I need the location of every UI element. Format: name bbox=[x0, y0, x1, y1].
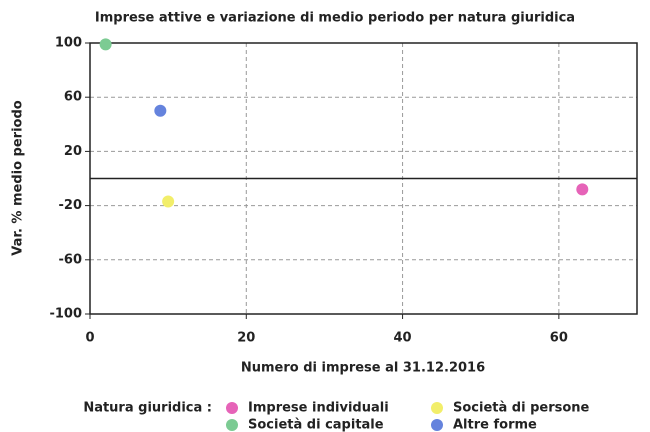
point bbox=[576, 183, 589, 196]
point bbox=[162, 195, 175, 208]
y-tick-label: -20 bbox=[59, 198, 83, 213]
point bbox=[154, 104, 167, 117]
x-tick-label: 0 bbox=[85, 331, 94, 346]
y-tick-label: 20 bbox=[64, 144, 82, 159]
legend-label: Società di capitale bbox=[248, 418, 384, 432]
x-tick-label: 60 bbox=[550, 331, 568, 346]
legend-marker bbox=[431, 419, 443, 431]
x-tick-label: 40 bbox=[394, 331, 412, 346]
legend-label: Altre forme bbox=[453, 418, 537, 432]
x-axis-label: Numero di imprese al 31.12.2016 bbox=[241, 361, 485, 376]
point bbox=[99, 38, 112, 51]
legend-label: Società di persone bbox=[453, 401, 590, 416]
chart-title: Imprese attive e variazione di medio per… bbox=[95, 11, 575, 26]
legend-marker bbox=[431, 402, 443, 414]
legend-marker bbox=[226, 419, 238, 431]
x-tick-label: 20 bbox=[237, 331, 255, 346]
legend-title: Natura giuridica : bbox=[83, 401, 212, 416]
y-tick-label: -100 bbox=[49, 307, 82, 322]
y-tick-label: 60 bbox=[64, 90, 82, 105]
legend-label: Imprese individuali bbox=[248, 401, 389, 416]
y-axis-label: Var. % medio periodo bbox=[11, 100, 26, 256]
y-tick-label: -60 bbox=[59, 252, 83, 267]
y-tick-label: 100 bbox=[55, 36, 82, 51]
legend-marker bbox=[226, 402, 238, 414]
